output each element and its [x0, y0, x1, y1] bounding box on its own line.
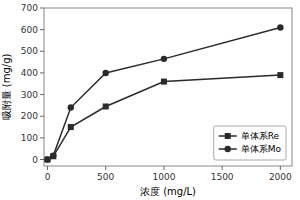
plot-frame	[44, 8, 292, 166]
legend: 单体系Re 单体系Mo	[214, 126, 286, 160]
point	[68, 104, 74, 110]
legend-marker	[225, 146, 231, 152]
y-tick-label: 100	[21, 133, 38, 143]
y-tick-label: 300	[21, 90, 38, 100]
y-tick-label: 0	[32, 155, 38, 165]
point	[103, 103, 109, 109]
legend-label: 单体系Re	[241, 131, 280, 141]
y-tick-label: 500	[21, 46, 38, 56]
y-tick-label: 600	[21, 25, 38, 35]
y-tick	[40, 116, 44, 117]
x-tick-label: 1000	[152, 172, 175, 182]
point	[103, 70, 109, 76]
x-tick	[163, 166, 164, 170]
x-tick-label: 500	[97, 172, 114, 182]
y-tick-label: 200	[21, 111, 38, 121]
y-tick	[40, 94, 44, 95]
y-axis-label: 吸附量 (mg/g)	[1, 54, 12, 121]
legend-label: 单体系Mo	[241, 144, 282, 154]
y-tick	[40, 159, 44, 160]
point	[161, 56, 167, 62]
x-tick	[280, 166, 281, 170]
x-tick	[105, 166, 106, 170]
point	[161, 79, 167, 85]
y-tick	[40, 137, 44, 138]
x-tick	[47, 166, 48, 170]
y-tick	[40, 72, 44, 73]
legend-marker	[225, 133, 231, 139]
point	[277, 72, 283, 78]
y-tick-label: 400	[21, 68, 38, 78]
series-line	[47, 27, 280, 159]
x-tick	[222, 166, 223, 170]
x-axis-label: 浓度 (mg/L)	[140, 186, 196, 197]
point	[68, 124, 74, 130]
x-tick-label: 2000	[269, 172, 292, 182]
x-tick-label: 1500	[211, 172, 234, 182]
y-tick-label: 700	[21, 3, 38, 13]
point	[50, 153, 56, 159]
point	[277, 24, 283, 30]
point	[44, 156, 50, 162]
point	[44, 157, 50, 163]
chart: 0 500 1000 1500 2000 0 100 200 300 400 500 600 700 浓度…	[0, 0, 300, 200]
y-tick	[40, 8, 44, 9]
y-tick	[40, 51, 44, 52]
legend-box	[214, 126, 286, 160]
x-tick-label: 0	[45, 172, 51, 182]
point	[50, 152, 56, 158]
y-tick	[40, 29, 44, 30]
